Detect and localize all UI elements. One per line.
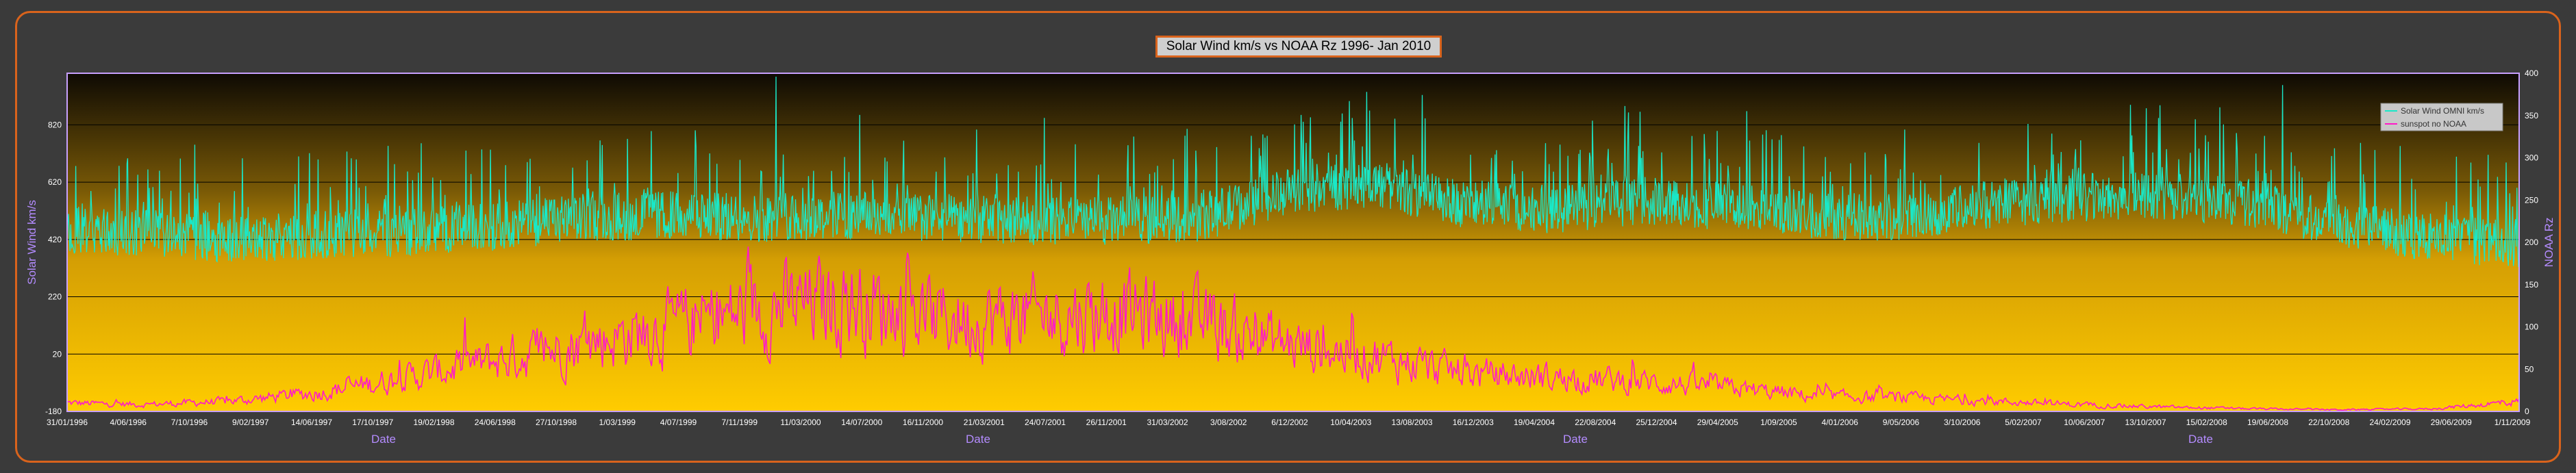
y-tick-left: 420 xyxy=(48,235,62,244)
x-tick: 27/10/1998 xyxy=(536,418,577,427)
x-tick: 14/06/1997 xyxy=(291,418,332,427)
x-tick: 29/04/2005 xyxy=(1697,418,1738,427)
x-axis-title: Date xyxy=(371,433,396,446)
x-axis-title: Date xyxy=(2188,433,2213,446)
x-tick: 16/11/2000 xyxy=(903,418,943,427)
x-tick: 1/03/1999 xyxy=(599,418,636,427)
y-tick-right: 400 xyxy=(2525,68,2538,78)
y-tick-right: 100 xyxy=(2525,322,2538,332)
right-axis-ticks: 0 50 100 150 200 250 300 350 400 xyxy=(2525,68,2538,416)
series-solar-wind-line xyxy=(66,76,2520,268)
x-tick: 1/09/2005 xyxy=(1760,418,1797,427)
y-tick-right: 0 xyxy=(2525,407,2529,416)
x-tick: 22/10/2008 xyxy=(2308,418,2349,427)
y-tick-left: -180 xyxy=(45,407,62,416)
x-tick: 13/10/2007 xyxy=(2125,418,2166,427)
y-tick-right: 300 xyxy=(2525,153,2538,163)
x-tick: 24/02/2009 xyxy=(2369,418,2410,427)
chart-title: Solar Wind km/s vs NOAA Rz 1996- Jan 201… xyxy=(1155,36,1442,57)
legend-label-sunspot: sunspot no NOAA xyxy=(2401,119,2466,129)
x-tick: 3/10/2006 xyxy=(1944,418,1981,427)
y-axis-title-left: Solar Wind km/s xyxy=(25,200,38,285)
y-tick-left: 220 xyxy=(48,292,62,302)
x-axis-ticks: 31/01/1996 4/06/1996 7/10/1996 9/02/1997 14/… xyxy=(47,418,2531,427)
x-tick: 19/06/2008 xyxy=(2247,418,2288,427)
x-tick: 21/03/2001 xyxy=(964,418,1005,427)
x-tick: 10/06/2007 xyxy=(2064,418,2105,427)
y-tick-right: 250 xyxy=(2525,195,2538,205)
x-tick: 7/11/1999 xyxy=(722,418,758,427)
x-tick: 15/02/2008 xyxy=(2186,418,2227,427)
x-tick: 19/04/2004 xyxy=(1514,418,1555,427)
y-tick-right: 200 xyxy=(2525,238,2538,247)
x-axis-titles: Date Date Date Date xyxy=(371,433,2213,446)
series-layer xyxy=(66,76,2520,411)
x-tick: 17/10/1997 xyxy=(352,418,393,427)
x-tick: 29/06/2009 xyxy=(2431,418,2472,427)
y-tick-left: 620 xyxy=(48,177,62,187)
x-tick: 26/11/2001 xyxy=(1086,418,1127,427)
legend: Solar Wind OMNI km/s sunspot no NOAA xyxy=(2380,103,2503,131)
legend-label-solar-wind: Solar Wind OMNI km/s xyxy=(2401,106,2484,116)
y-axis-title-right: NOAA Rz xyxy=(2542,218,2555,268)
x-tick: 22/08/2004 xyxy=(1575,418,1616,427)
left-axis-ticks: -180 20 220 420 620 820 xyxy=(45,120,62,416)
x-tick: 24/07/2001 xyxy=(1025,418,1066,427)
x-tick: 1/11/2009 xyxy=(2494,418,2531,427)
y-tick-right: 150 xyxy=(2525,280,2538,290)
x-axis-title: Date xyxy=(1563,433,1588,446)
x-tick: 3/08/2002 xyxy=(1210,418,1247,427)
x-tick: 14/07/2000 xyxy=(841,418,882,427)
y-tick-left: 20 xyxy=(53,349,62,359)
x-tick: 9/05/2006 xyxy=(1883,418,1920,427)
y-tick-right: 350 xyxy=(2525,111,2538,120)
x-tick: 4/07/1999 xyxy=(660,418,697,427)
x-tick: 16/12/2003 xyxy=(1453,418,1494,427)
x-tick: 4/01/2006 xyxy=(1822,418,1859,427)
legend-box xyxy=(2380,103,2503,131)
x-tick: 24/06/1998 xyxy=(475,418,516,427)
x-tick: 6/12/2002 xyxy=(1271,418,1308,427)
x-tick: 9/02/1997 xyxy=(232,418,269,427)
series-sunspot-line xyxy=(66,246,2520,411)
x-tick: 31/03/2002 xyxy=(1147,418,1188,427)
x-tick: 19/02/1998 xyxy=(413,418,454,427)
x-tick: 4/06/1996 xyxy=(110,418,147,427)
x-tick: 13/08/2003 xyxy=(1391,418,1432,427)
x-tick: 11/03/2000 xyxy=(780,418,821,427)
plot-border xyxy=(66,73,2520,412)
y-tick-right: 50 xyxy=(2525,364,2534,374)
x-tick: 10/04/2003 xyxy=(1330,418,1371,427)
x-tick: 31/01/1996 xyxy=(47,418,88,427)
x-tick: 5/02/2007 xyxy=(2005,418,2042,427)
x-axis-title: Date xyxy=(966,433,990,446)
x-tick: 25/12/2004 xyxy=(1636,418,1677,427)
x-tick: 7/10/1996 xyxy=(171,418,208,427)
y-tick-left: 820 xyxy=(48,120,62,129)
